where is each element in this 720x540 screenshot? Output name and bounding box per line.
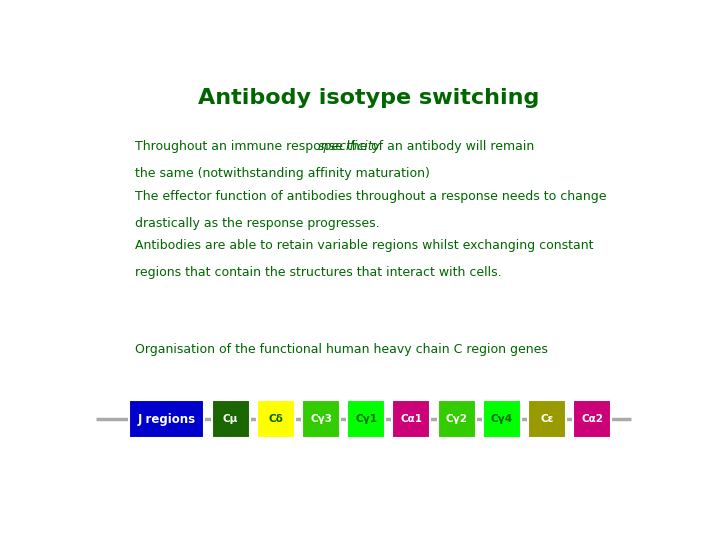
FancyBboxPatch shape bbox=[302, 400, 340, 438]
Text: Cε: Cε bbox=[540, 414, 554, 424]
Text: Throughout an immune response the: Throughout an immune response the bbox=[135, 140, 371, 153]
FancyBboxPatch shape bbox=[438, 400, 476, 438]
Text: Cα1: Cα1 bbox=[400, 414, 423, 424]
Text: Cγ4: Cγ4 bbox=[491, 414, 513, 424]
Text: of an antibody will remain: of an antibody will remain bbox=[366, 140, 534, 153]
Text: Organisation of the functional human heavy chain C region genes: Organisation of the functional human hea… bbox=[135, 343, 547, 356]
Text: Antibodies are able to retain variable regions whilst exchanging constant: Antibodies are able to retain variable r… bbox=[135, 239, 593, 252]
Text: Cγ1: Cγ1 bbox=[355, 414, 377, 424]
Text: Cα2: Cα2 bbox=[581, 414, 603, 424]
FancyBboxPatch shape bbox=[392, 400, 431, 438]
FancyBboxPatch shape bbox=[257, 400, 294, 438]
Text: Cγ2: Cγ2 bbox=[446, 414, 467, 424]
Text: drastically as the response progresses.: drastically as the response progresses. bbox=[135, 217, 379, 230]
FancyBboxPatch shape bbox=[129, 400, 204, 438]
Text: specificity: specificity bbox=[318, 140, 381, 153]
FancyBboxPatch shape bbox=[573, 400, 611, 438]
Text: Antibody isotype switching: Antibody isotype switching bbox=[198, 87, 540, 107]
FancyBboxPatch shape bbox=[528, 400, 566, 438]
Text: Cμ: Cμ bbox=[223, 414, 238, 424]
FancyBboxPatch shape bbox=[347, 400, 385, 438]
Text: Cδ: Cδ bbox=[269, 414, 283, 424]
Text: the same (notwithstanding affinity maturation): the same (notwithstanding affinity matur… bbox=[135, 167, 430, 180]
Text: J regions: J regions bbox=[138, 413, 196, 426]
Text: Cγ3: Cγ3 bbox=[310, 414, 332, 424]
FancyBboxPatch shape bbox=[483, 400, 521, 438]
Text: The effector function of antibodies throughout a response needs to change: The effector function of antibodies thro… bbox=[135, 190, 606, 202]
FancyBboxPatch shape bbox=[212, 400, 250, 438]
Text: regions that contain the structures that interact with cells.: regions that contain the structures that… bbox=[135, 266, 501, 280]
